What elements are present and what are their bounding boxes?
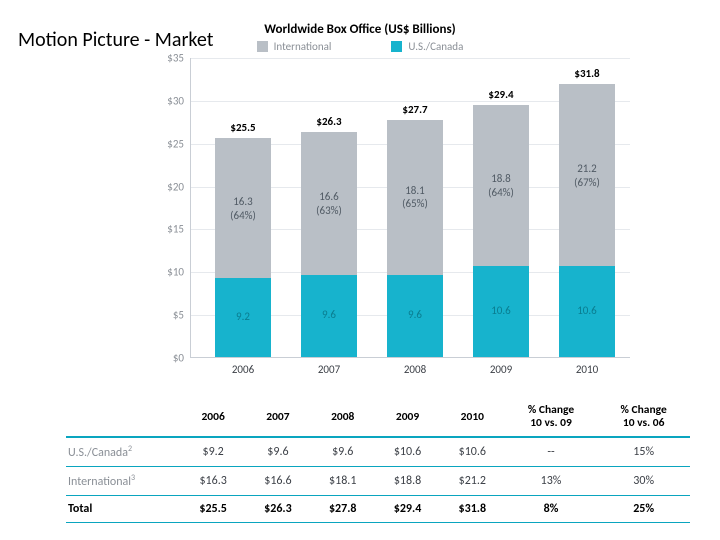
bar-value-international: 18.1(65%) xyxy=(387,184,443,212)
table-col-header: % Change10 vs. 06 xyxy=(597,398,690,437)
table-cell: 25% xyxy=(597,496,690,523)
y-axis-label: $0 xyxy=(156,352,184,365)
table-row: International3$16.3$16.6$18.1$18.8$21.21… xyxy=(66,467,690,496)
table-cell: $9.6 xyxy=(310,437,375,467)
x-axis-label: 2006 xyxy=(215,363,271,376)
table-cell: 8% xyxy=(505,496,598,523)
table-col-header: 2008 xyxy=(310,398,375,437)
table-col-header: 2010 xyxy=(440,398,505,437)
table-cell: -- xyxy=(505,437,598,467)
x-axis-label: 2009 xyxy=(473,363,529,376)
table-cell: 30% xyxy=(597,467,690,496)
table-cell: 13% xyxy=(505,467,598,496)
chart-title: Worldwide Box Office (US$ Billions) xyxy=(0,22,720,37)
table-cell: $21.2 xyxy=(440,467,505,496)
x-axis-label: 2008 xyxy=(387,363,443,376)
table-col-header xyxy=(66,398,181,437)
table-cell: $16.6 xyxy=(246,467,311,496)
table-cell: 15% xyxy=(597,437,690,467)
row-label: International3 xyxy=(66,467,181,496)
chart-area: $0$5$10$15$20$25$30$35$25.516.3(64%)9.22… xyxy=(160,58,630,380)
legend-label: U.S./Canada xyxy=(408,40,463,53)
bar-value-us-canada: 10.6 xyxy=(473,304,529,318)
swatch-icon xyxy=(257,41,268,52)
table-col-header: 2006 xyxy=(181,398,246,437)
table-col-header: 2007 xyxy=(246,398,311,437)
bar-total-label: $26.3 xyxy=(301,115,357,128)
bar-total-label: $25.5 xyxy=(215,121,271,134)
bar-total-label: $31.8 xyxy=(559,67,615,80)
table-cell: $25.5 xyxy=(181,496,246,523)
table-cell: $29.4 xyxy=(375,496,440,523)
table-cell: $18.8 xyxy=(375,467,440,496)
bar-value-international: 18.8(64%) xyxy=(473,172,529,200)
y-axis-label: $25 xyxy=(156,137,184,150)
y-axis-label: $15 xyxy=(156,223,184,236)
x-axis-label: 2010 xyxy=(559,363,615,376)
y-axis-label: $35 xyxy=(156,52,184,65)
y-axis-label: $20 xyxy=(156,180,184,193)
y-axis-label: $5 xyxy=(156,309,184,322)
bar-value-us-canada: 9.2 xyxy=(215,310,271,324)
bar-total-label: $29.4 xyxy=(473,88,529,101)
table-row: U.S./Canada2$9.2$9.6$9.6$10.6$10.6--15% xyxy=(66,437,690,467)
table-body: U.S./Canada2$9.2$9.6$9.6$10.6$10.6--15%I… xyxy=(66,437,690,523)
table-cell: $18.1 xyxy=(310,467,375,496)
bar-value-us-canada: 9.6 xyxy=(387,308,443,322)
x-axis-label: 2007 xyxy=(301,363,357,376)
bar-value-international: 16.3(64%) xyxy=(215,195,271,223)
bar-total-label: $27.7 xyxy=(387,103,443,116)
table-header-row: 20062007200820092010% Change10 vs. 09% C… xyxy=(66,398,690,437)
table-cell: $31.8 xyxy=(440,496,505,523)
y-axis-label: $30 xyxy=(156,94,184,107)
plot: $0$5$10$15$20$25$30$35$25.516.3(64%)9.22… xyxy=(190,58,630,358)
bar-value-international: 21.2(67%) xyxy=(559,162,615,190)
table-cell: $10.6 xyxy=(440,437,505,467)
bar-value-us-canada: 10.6 xyxy=(559,304,615,318)
table-col-header: 2009 xyxy=(375,398,440,437)
bar-value-international: 16.6(63%) xyxy=(301,190,357,218)
table-cell: $27.8 xyxy=(310,496,375,523)
row-label: U.S./Canada2 xyxy=(66,437,181,467)
table-cell: $9.2 xyxy=(181,437,246,467)
table-row: Total$25.5$26.3$27.8$29.4$31.88%25% xyxy=(66,496,690,523)
legend-item-international: International xyxy=(257,40,332,53)
table-cell: $16.3 xyxy=(181,467,246,496)
data-table: 20062007200820092010% Change10 vs. 09% C… xyxy=(66,398,690,523)
table-cell: $10.6 xyxy=(375,437,440,467)
legend-item-us-canada: U.S./Canada xyxy=(391,40,463,53)
y-axis-label: $10 xyxy=(156,266,184,279)
grid-line xyxy=(191,58,630,59)
table-cell: $9.6 xyxy=(246,437,311,467)
chart-legend: International U.S./Canada xyxy=(0,40,720,53)
table-cell: $26.3 xyxy=(246,496,311,523)
row-label: Total xyxy=(66,496,181,523)
table-col-header: % Change10 vs. 09 xyxy=(505,398,598,437)
bar-value-us-canada: 9.6 xyxy=(301,308,357,322)
swatch-icon xyxy=(391,41,402,52)
legend-label: International xyxy=(274,40,332,53)
